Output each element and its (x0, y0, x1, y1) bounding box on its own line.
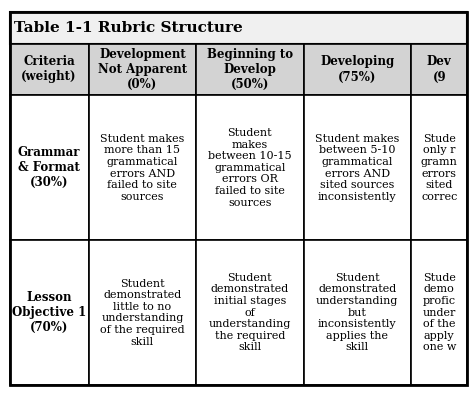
Text: Student
makes
between 10-15
grammatical
errors OR
failed to site
sources: Student makes between 10-15 grammatical … (208, 128, 291, 208)
FancyBboxPatch shape (410, 240, 466, 385)
Text: Beginning to
Develop
(50%): Beginning to Develop (50%) (206, 48, 292, 91)
FancyBboxPatch shape (303, 95, 410, 240)
FancyBboxPatch shape (10, 240, 89, 385)
Text: Student
demonstrated
initial stages
of
understanding
the required
skill: Student demonstrated initial stages of u… (208, 273, 290, 353)
Text: Lesson
Objective 1
(70%): Lesson Objective 1 (70%) (12, 291, 86, 334)
FancyBboxPatch shape (196, 44, 303, 95)
FancyBboxPatch shape (196, 95, 303, 240)
FancyBboxPatch shape (89, 44, 196, 95)
FancyBboxPatch shape (303, 240, 410, 385)
Text: Criteria
(weight): Criteria (weight) (21, 56, 77, 83)
Text: Grammar
& Format
(30%): Grammar & Format (30%) (18, 146, 80, 189)
Text: Student makes
between 5-10
grammatical
errors AND
sited sources
inconsistently: Student makes between 5-10 grammatical e… (314, 134, 398, 202)
Text: Stude
only r
gramn
errors
sited
correc: Stude only r gramn errors sited correc (420, 134, 456, 202)
FancyBboxPatch shape (10, 44, 89, 95)
Text: Dev
(9: Dev (9 (426, 56, 451, 83)
FancyBboxPatch shape (410, 44, 466, 95)
Text: Developing
(75%): Developing (75%) (319, 56, 394, 83)
Text: Table 1-1 Rubric Structure: Table 1-1 Rubric Structure (14, 21, 243, 35)
Text: Student
demonstrated
understanding
but
inconsistently
applies the
skill: Student demonstrated understanding but i… (316, 273, 397, 353)
FancyBboxPatch shape (89, 240, 196, 385)
Text: Development
Not Apparent
(0%): Development Not Apparent (0%) (98, 48, 187, 91)
Text: Student makes
more than 15
grammatical
errors AND
failed to site
sources: Student makes more than 15 grammatical e… (100, 134, 184, 202)
FancyBboxPatch shape (10, 12, 466, 44)
FancyBboxPatch shape (10, 95, 89, 240)
Text: Student
demonstrated
little to no
understanding
of the required
skill: Student demonstrated little to no unders… (100, 279, 184, 347)
FancyBboxPatch shape (410, 95, 466, 240)
Text: Stude
demo
profic
under
of the
apply
one w: Stude demo profic under of the apply one… (422, 273, 455, 353)
FancyBboxPatch shape (303, 44, 410, 95)
FancyBboxPatch shape (196, 240, 303, 385)
FancyBboxPatch shape (89, 95, 196, 240)
